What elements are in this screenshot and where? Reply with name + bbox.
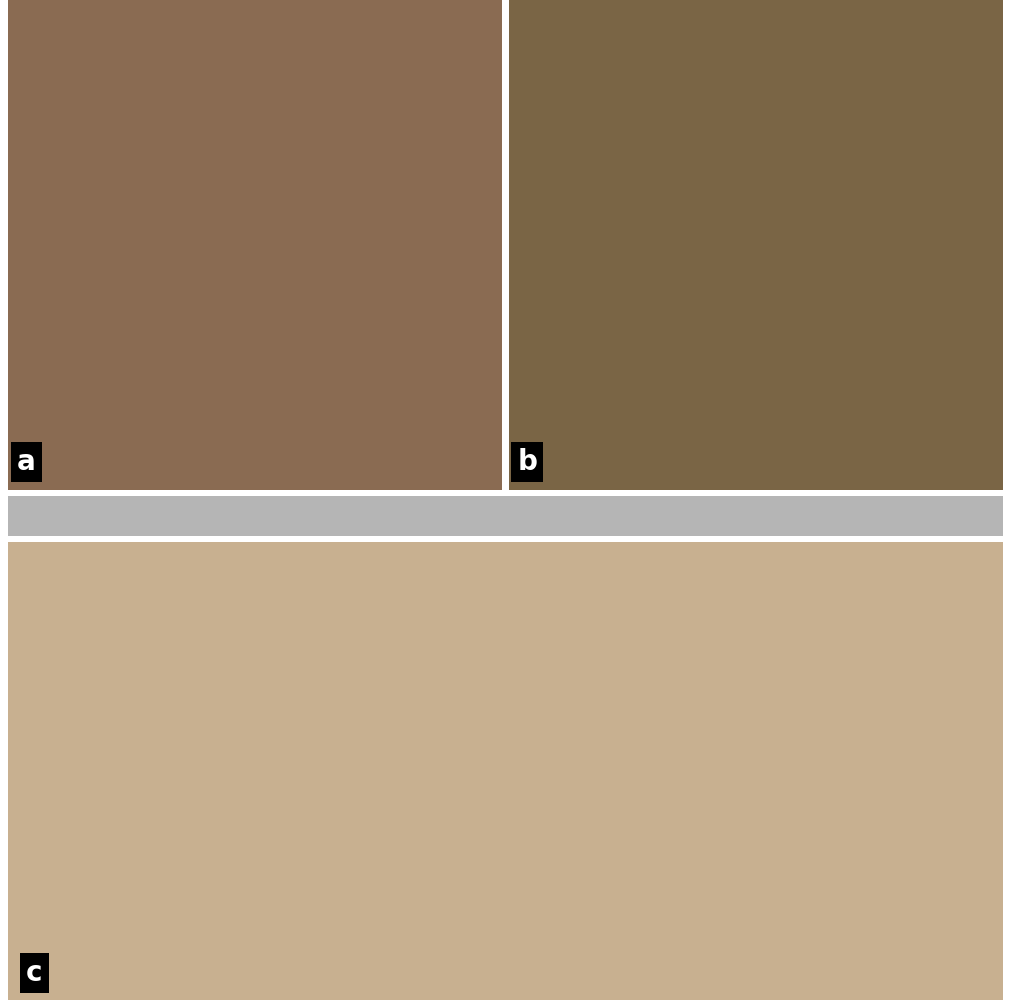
Text: b: b (518, 449, 537, 476)
Text: c: c (26, 960, 42, 987)
Text: a: a (17, 449, 35, 476)
